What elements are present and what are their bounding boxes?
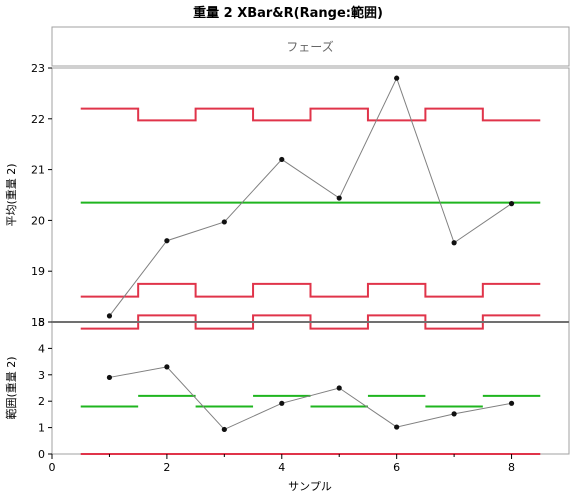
data-point [336, 385, 342, 391]
range-y-axis-title: 範囲(重量 2) [4, 356, 18, 419]
data-point [508, 400, 515, 406]
series-line [109, 366, 512, 431]
x-tick-label: 6 [393, 461, 400, 474]
y-tick-label: 2 [38, 395, 45, 408]
series-line [109, 76, 512, 317]
x-axis: 0 2 4 6 8 [49, 454, 515, 474]
x-axis-title: サンプル [288, 480, 332, 493]
x-tick-label: 0 [49, 461, 56, 474]
y-tick-label: 21 [31, 164, 45, 177]
y-tick-label: 23 [31, 62, 45, 75]
data-point [221, 426, 227, 433]
data-point [394, 424, 400, 430]
y-tick-label: 3 [38, 369, 45, 382]
y-tick-label: 18 [31, 316, 45, 329]
chart-title: 重量 2 XBar&R(Range:範囲) [193, 5, 383, 21]
y-tick-label: 5 [38, 316, 45, 329]
data-point [508, 201, 515, 207]
ucl-line [80, 107, 541, 122]
x-tick-label: 8 [508, 461, 515, 474]
xbar-panel: 18 19 20 21 22 23 [31, 62, 541, 329]
x-tick-label: 4 [278, 461, 285, 474]
phase-header-label: フェーズ [286, 39, 333, 54]
y-tick-label: 19 [31, 265, 45, 278]
lcl-line [80, 282, 541, 298]
x-tick-label: 2 [163, 461, 170, 474]
y-tick-label: 4 [38, 342, 45, 355]
data-point [164, 238, 170, 244]
phase-header-box [51, 26, 570, 67]
y-tick-label: 0 [38, 448, 45, 461]
data-point [394, 75, 400, 81]
xbar-y-axis-title: 平均(重量 2) [4, 163, 18, 226]
data-point [451, 240, 457, 246]
data-point [106, 313, 113, 319]
data-point [221, 219, 227, 225]
plot-frame [51, 67, 570, 455]
data-point [336, 195, 342, 201]
data-point [451, 411, 457, 417]
y-tick-label: 22 [31, 113, 45, 126]
y-tick-label: 1 [38, 422, 45, 435]
data-point [164, 364, 170, 370]
data-point [279, 400, 285, 406]
y-tick-label: 20 [31, 214, 45, 227]
data-point [279, 156, 285, 163]
data-point [106, 374, 113, 381]
